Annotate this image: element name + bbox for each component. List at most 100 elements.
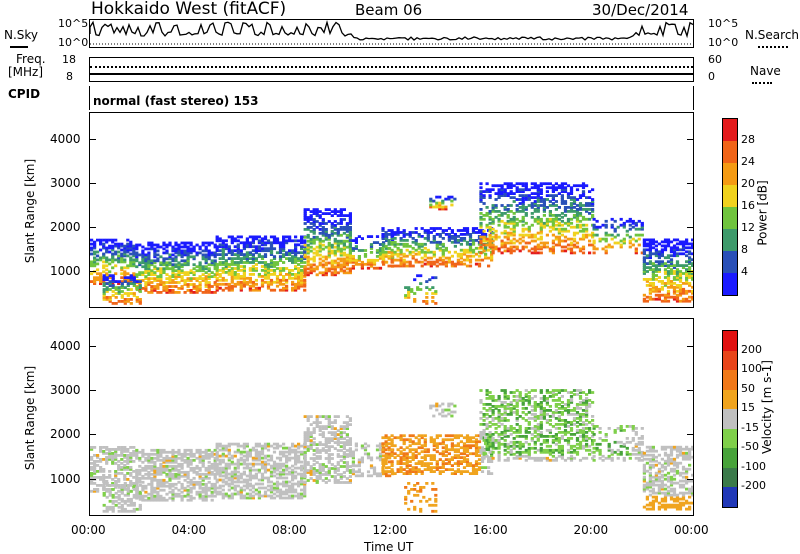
power-cell [221,243,225,247]
power-cell [551,225,555,229]
power-ytick-mark [90,227,96,229]
power-cell [162,267,166,271]
power-cell [566,192,571,195]
power-cell [435,240,439,244]
power-cell [654,266,658,269]
velocity-cell [360,474,364,478]
velocity-cell [239,496,243,500]
velocity-cell [230,460,234,464]
power-cell [666,240,671,244]
power-cell [162,257,166,261]
velocity-cell [312,457,316,460]
velocity-cell [99,460,103,463]
velocity-cell [417,462,421,465]
velocity-cell [248,482,252,486]
velocity-cell [315,415,319,418]
power-cell [204,275,208,278]
power-cell [533,182,537,186]
velocity-cell [150,458,154,462]
power-cell [506,241,510,245]
velocity-cell [251,464,255,468]
velocity-cell [165,454,169,458]
velocity-cell [105,446,109,449]
velocity-cell [165,484,169,488]
power-cell [645,248,649,252]
power-cell [221,257,225,260]
power-cell [162,261,166,265]
power-cell [651,297,655,301]
velocity-cell [272,492,277,496]
power-cell [506,208,510,211]
power-cell [297,276,301,280]
power-cell [426,248,430,252]
power-cell [563,188,568,192]
velocity-cell [336,473,340,476]
power-cell [242,278,246,282]
velocity-cell [417,446,421,450]
power-cell [321,226,325,229]
velocity-cell [198,480,202,484]
velocity-cell [297,472,301,476]
power-cell [468,250,473,254]
velocity-cell [315,461,319,464]
power-cell [681,297,686,301]
velocity-cell [300,488,304,492]
power-cell [491,251,495,255]
power-cell [681,252,686,256]
power-cell [111,302,115,305]
velocity-cell [96,464,100,467]
velocity-cell [117,454,121,457]
power-cell [207,287,211,290]
velocity-cell [345,463,349,466]
power-cell [245,257,249,260]
power-cell [285,284,289,288]
velocity-cell [210,470,214,474]
power-cell [631,219,635,223]
power-cell [527,249,531,253]
power-cell [484,254,488,258]
power-cell [420,264,424,268]
velocity-cell [168,472,172,476]
power-cell [691,297,693,301]
power-cell [426,237,430,240]
velocity-cell [165,456,169,460]
power-cell [533,233,537,237]
velocity-cell [266,442,271,446]
power-cell [432,229,436,232]
power-cell [533,235,537,239]
velocity-cell [423,458,427,461]
velocity-cell [123,478,127,481]
power-cell [269,273,274,276]
velocity-cell [150,490,154,494]
velocity-cell [342,421,346,424]
power-cell [503,225,507,229]
power-cell [135,275,139,278]
power-cell [518,188,522,192]
power-cell [619,223,623,227]
power-cell [634,239,638,243]
velocity-cell [402,452,406,456]
power-cell [195,253,199,257]
velocity-cell [245,482,249,486]
velocity-cell [242,494,246,498]
velocity-cell [300,480,304,484]
velocity-cell [345,427,349,430]
freq-unit: [MHz] [8,65,44,79]
velocity-cell [411,454,415,457]
power-cell [420,244,424,248]
velocity-cell [180,470,184,474]
power-cell [126,246,130,250]
power-cell [390,260,394,264]
power-cell [221,288,225,292]
power-cell [423,231,427,234]
power-cell [381,235,385,238]
power-cell [204,271,208,274]
power-cell [382,258,386,262]
velocity-cell [171,466,175,470]
velocity-cell [153,476,157,480]
power-cell [153,253,157,257]
power-cell [218,282,222,286]
velocity-cell [327,437,331,440]
power-ytick-mark [90,183,96,185]
power-cell [422,300,426,303]
